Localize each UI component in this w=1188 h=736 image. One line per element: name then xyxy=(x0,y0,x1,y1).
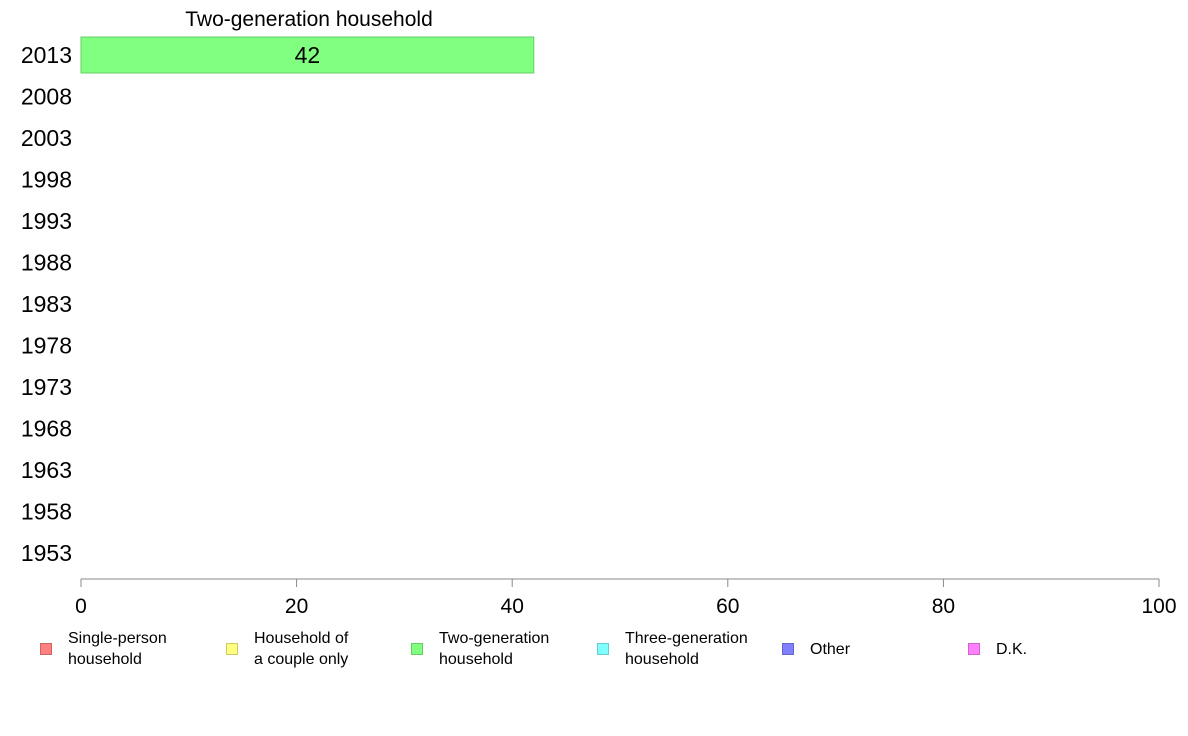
legend-item: Three-generation household xyxy=(597,628,775,670)
x-tick-label: 40 xyxy=(501,595,524,618)
y-tick-label: 1998 xyxy=(21,167,72,193)
legend-label: D.K. xyxy=(996,640,1028,658)
legend: Single-person household Household of a co… xyxy=(0,628,1188,678)
chart-canvas: 42 2013 2008 2003 1998 1993 1988 1983 1978 1973 1… xyxy=(21,8,1177,618)
legend-item: Single-person household xyxy=(40,628,218,670)
y-tick-label: 2003 xyxy=(21,125,72,151)
x-tick-label: 100 xyxy=(1141,595,1176,618)
y-tick-label: 2008 xyxy=(21,84,72,110)
bar-segment xyxy=(80,36,535,74)
legend-label: Three-generation household xyxy=(625,630,748,668)
legend-item: Other xyxy=(782,628,960,670)
legend-label: Other xyxy=(810,640,851,658)
y-tick-label: 1968 xyxy=(21,416,72,442)
bars-layer xyxy=(80,36,535,74)
legend-swatch xyxy=(968,643,980,655)
legend-swatch xyxy=(411,643,423,655)
segment-header-label: Two-generation household xyxy=(185,8,433,31)
x-axis-ticks: 0 20 40 60 80 100 xyxy=(75,579,1177,618)
legend-label: Household of a couple only xyxy=(254,630,349,668)
x-tick-label: 20 xyxy=(285,595,308,618)
legend-swatch xyxy=(597,643,609,655)
legend-label: Two-generation household xyxy=(439,630,550,668)
y-tick-label: 1988 xyxy=(21,250,72,276)
y-tick-label: 1958 xyxy=(21,499,72,525)
y-tick-label: 1953 xyxy=(21,540,72,566)
bar-value-label: 42 xyxy=(295,42,321,68)
y-tick-label: 1978 xyxy=(21,333,72,359)
x-tick-label: 80 xyxy=(932,595,955,618)
y-axis-tick-labels: 2013 2008 2003 1998 1993 1988 1983 1978 1973 1968… xyxy=(21,42,72,566)
y-tick-label: 1963 xyxy=(21,457,72,483)
bar-labels-layer: 42 xyxy=(295,42,321,68)
legend-swatch xyxy=(40,643,52,655)
y-tick-label: 1983 xyxy=(21,291,72,317)
y-tick-label: 1973 xyxy=(21,374,72,400)
legend-item: D.K. xyxy=(968,628,1146,670)
y-tick-label: 1993 xyxy=(21,208,72,234)
legend-swatch xyxy=(226,643,238,655)
legend-swatch xyxy=(782,643,794,655)
legend-item: Two-generation household xyxy=(411,628,589,670)
legend-label: Single-person household xyxy=(68,630,167,668)
x-tick-label: 0 xyxy=(75,595,87,618)
legend-item: Household of a couple only xyxy=(226,628,404,670)
x-tick-label: 60 xyxy=(716,595,739,618)
y-tick-label: 2013 xyxy=(21,42,72,68)
